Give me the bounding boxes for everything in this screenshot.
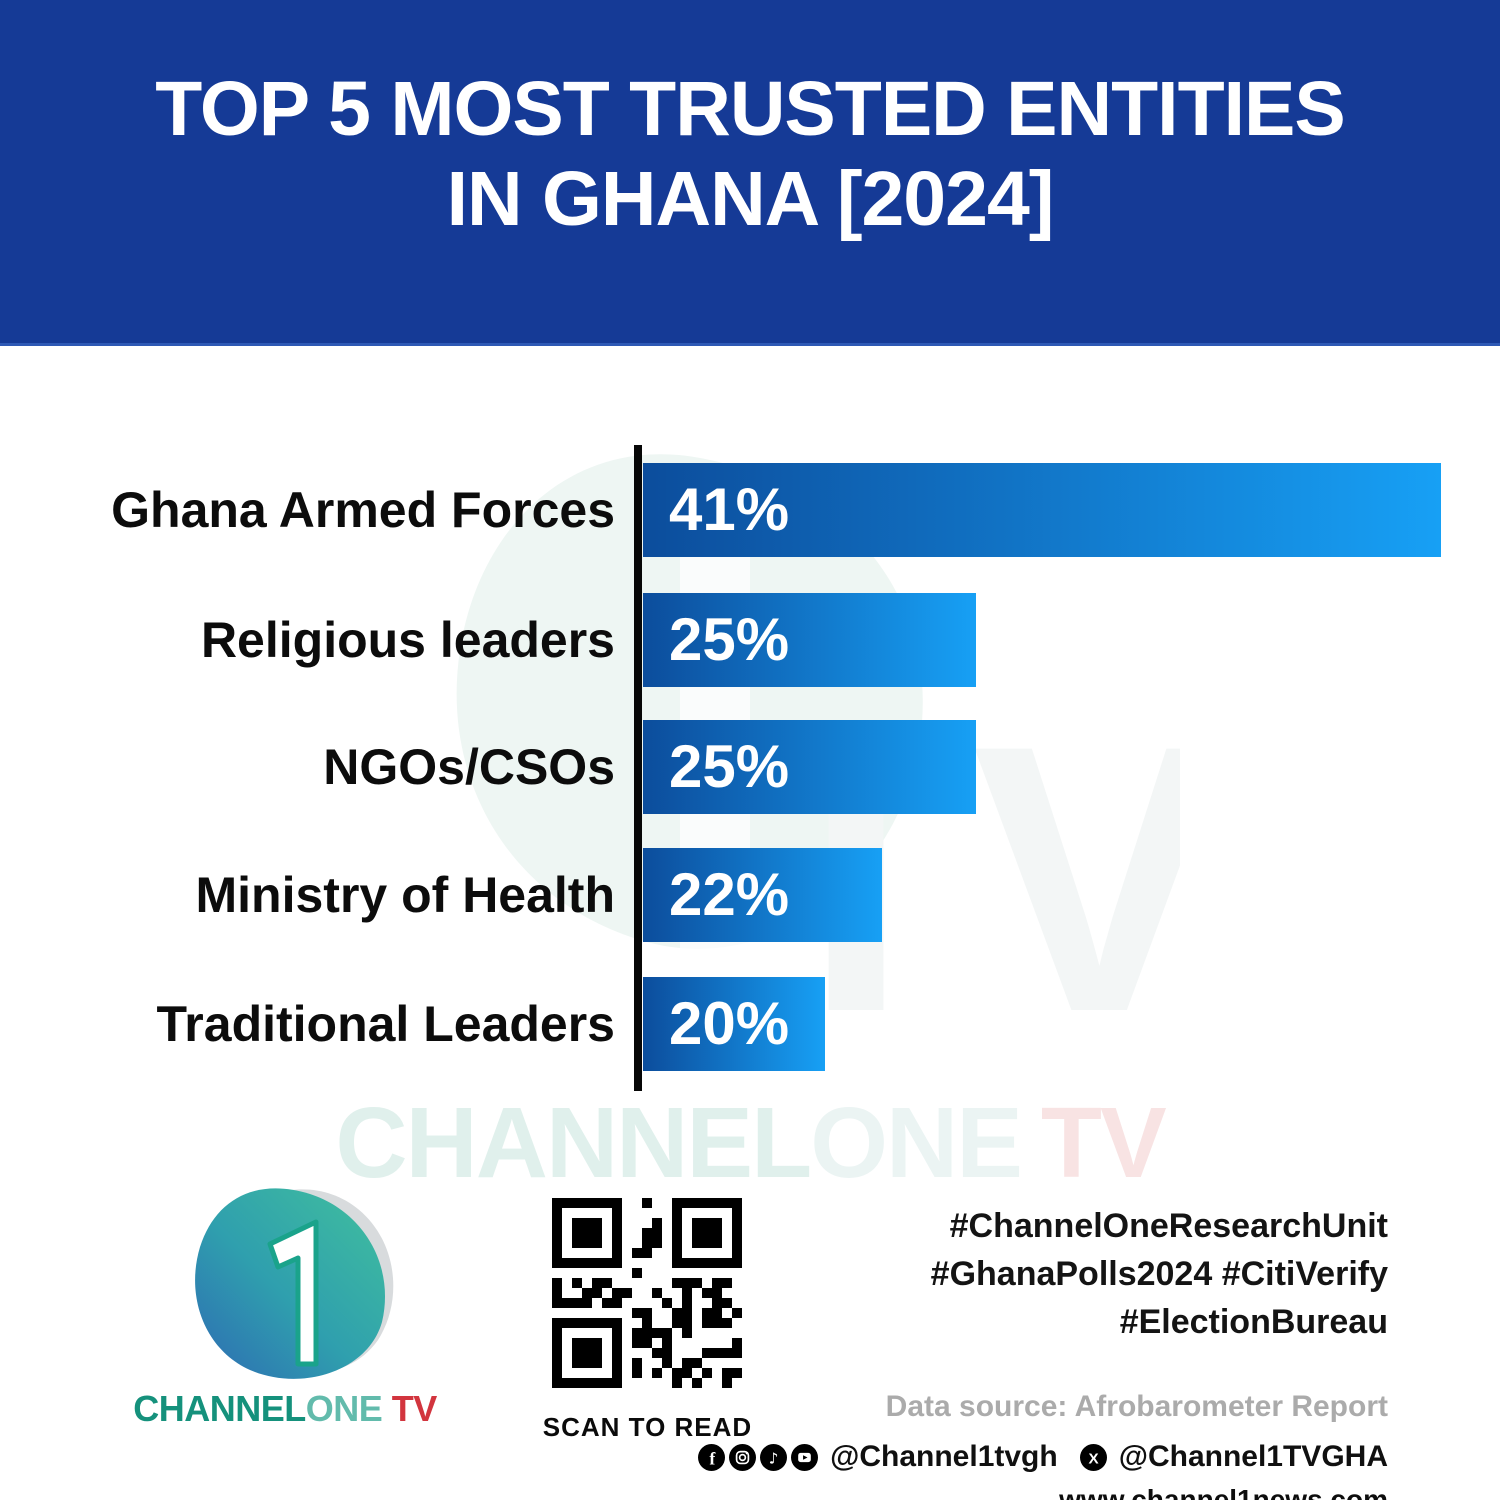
hashtag-line-3: #ElectionBureau (1119, 1303, 1388, 1341)
bar-value: 41% (669, 476, 790, 543)
bar-ngos-csos: 25% (643, 720, 976, 814)
svg-text:♪: ♪ (769, 1449, 779, 1467)
qr-finder-top-left (552, 1198, 622, 1268)
logo-wordmark-tv: TV (382, 1388, 438, 1429)
qr-scan-label: SCAN TO READ (542, 1412, 753, 1442)
hashtag-line-1: #ChannelOneResearchUnit (949, 1207, 1388, 1245)
qr-code (552, 1198, 742, 1388)
channel-one-logo (195, 1188, 394, 1379)
tiktok-icon: ♪ (760, 1443, 788, 1471)
watermark-one: ONE (810, 1087, 1023, 1199)
logo-wordmark-one: ONE (305, 1388, 383, 1429)
hashtag-line-2: #GhanaPolls2024 #CitiVerify (930, 1255, 1388, 1293)
svg-text:X: X (1088, 1450, 1098, 1467)
page-title-line2: IN GHANA [2024] (446, 156, 1055, 242)
svg-text:f: f (709, 1448, 716, 1468)
facebook-icon: f (698, 1443, 726, 1471)
watermark-tv: TV (1040, 1087, 1167, 1199)
logo-wordmark: CHANNELONE TV (130, 1388, 440, 1430)
bar-label-religious-leaders: Religious leaders (200, 612, 615, 668)
bar-label-ngos-csos: NGOs/CSOs (323, 739, 615, 795)
bar-value: 20% (669, 990, 790, 1057)
bar-label-ghana-armed-forces: Ghana Armed Forces (111, 482, 615, 538)
website-url: www.channel1news.com (1059, 1484, 1388, 1500)
channel-one-tv-watermark: CHANNELONE TV (0, 1086, 1500, 1201)
bar-ministry-of-health: 22% (643, 848, 882, 942)
bar-value: 25% (669, 733, 790, 800)
x-icon: X (1079, 1443, 1107, 1471)
header-band: TOP 5 MOST TRUSTED ENTITIES IN GHANA [20… (0, 0, 1500, 346)
social-row: f ♪ @Channel1tvgh X @Channel (698, 1440, 1388, 1474)
chart-axis-line (634, 445, 642, 1091)
watermark-channel: CHANNEL (335, 1087, 812, 1199)
bar-ghana-armed-forces: 41% (643, 463, 1441, 557)
bar-value: 22% (669, 861, 790, 928)
data-source-note: Data source: Afrobarometer Report (885, 1390, 1388, 1423)
logo-one-glyph (267, 1219, 319, 1367)
logo-front-pebble (195, 1188, 386, 1379)
qr-finder-top-right (672, 1198, 742, 1268)
bar-value: 25% (669, 606, 790, 673)
instagram-icon (729, 1443, 757, 1471)
social-handle-x: @Channel1TVGHA (1118, 1440, 1388, 1473)
youtube-icon (791, 1443, 819, 1471)
social-handle-main: @Channel1tvgh (830, 1440, 1058, 1473)
bar-traditional-leaders: 20% (643, 977, 825, 1071)
qr-finder-bottom-left (552, 1318, 622, 1388)
page-title: TOP 5 MOST TRUSTED ENTITIES IN GHANA [20… (0, 64, 1500, 244)
page-title-line1: TOP 5 MOST TRUSTED ENTITIES (155, 66, 1345, 152)
logo-wordmark-channel: CHANNEL (133, 1388, 306, 1429)
bar-religious-leaders: 25% (643, 593, 976, 687)
footer-right-block: #ChannelOneResearchUnit #GhanaPolls2024 … (698, 1202, 1388, 1500)
bar-label-traditional-leaders: Traditional Leaders (156, 996, 615, 1052)
bar-label-ministry-of-health: Ministry of Health (195, 867, 615, 923)
